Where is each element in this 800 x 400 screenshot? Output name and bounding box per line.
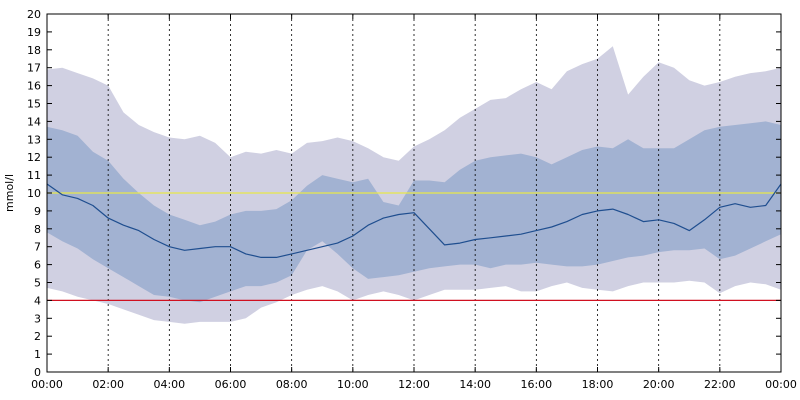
y-tick-label: 10 [27, 187, 41, 200]
median-line [46, 183, 782, 258]
y-tick-label: 15 [27, 98, 41, 111]
x-tick-label: 04:00 [153, 378, 185, 391]
x-tick-label: 06:00 [215, 378, 247, 391]
x-tick-label: 00:00 [31, 378, 63, 391]
y-tick-label: 4 [34, 294, 41, 307]
x-tick-label: 12:00 [398, 378, 430, 391]
y-tick-label: 13 [27, 133, 41, 146]
y-tick-label: 8 [34, 223, 41, 236]
y-tick-label: 11 [27, 169, 41, 182]
y-tick-label: 5 [34, 277, 41, 290]
y-tick-label: 12 [27, 151, 41, 164]
y-tick-label: 16 [27, 80, 41, 93]
y-tick-label: 0 [34, 366, 41, 379]
x-tick-label: 22:00 [704, 378, 736, 391]
x-tick-label: 00:00 [765, 378, 797, 391]
y-axis-title: mmol/l [3, 174, 16, 212]
reference-lines [47, 192, 781, 302]
x-tick-label: 18:00 [582, 378, 614, 391]
series-line-0 [46, 183, 782, 258]
band-area-1 [47, 121, 781, 303]
x-tick-label: 10:00 [337, 378, 369, 391]
x-tick-label: 20:00 [643, 378, 675, 391]
x-tick-label: 02:00 [92, 378, 124, 391]
x-tick-label: 08:00 [276, 378, 308, 391]
y-tick-label: 19 [27, 26, 41, 39]
y-tick-label: 17 [27, 62, 41, 75]
y-tick-label: 2 [34, 330, 41, 343]
y-tick-label: 9 [34, 205, 41, 218]
y-tick-label: 14 [27, 115, 41, 128]
x-tick-label: 16:00 [520, 378, 552, 391]
y-tick-label: 6 [34, 259, 41, 272]
y-tick-label: 20 [27, 8, 41, 21]
y-tick-label: 18 [27, 44, 41, 57]
y-tick-label: 3 [34, 312, 41, 325]
x-tick-label: 14:00 [459, 378, 491, 391]
y-tick-label: 7 [34, 241, 41, 254]
x-axis-ticks: 00:00 02:00 04:00 06:00 08:00 10:00 12:00 14:00… [31, 14, 797, 391]
y-tick-label: 1 [34, 348, 41, 361]
